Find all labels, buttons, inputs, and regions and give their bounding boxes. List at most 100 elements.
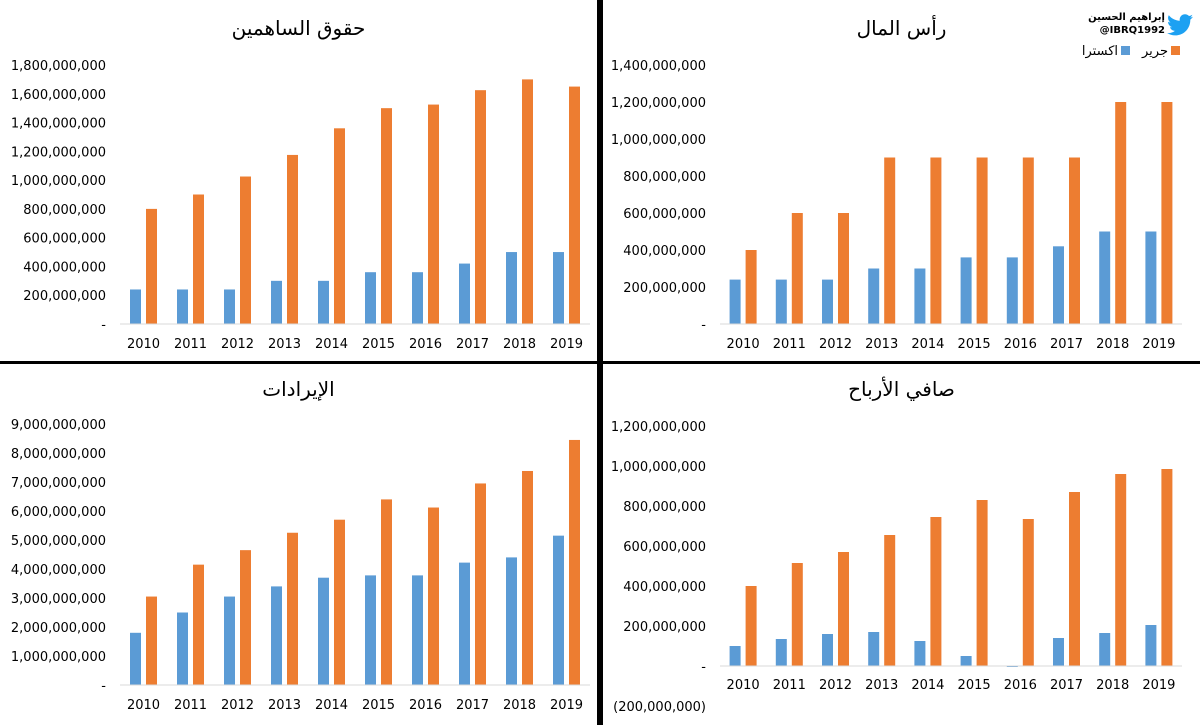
- bar-jarir: [240, 176, 251, 324]
- x-tick-label: 2015: [958, 337, 991, 352]
- y-tick-label: 8,000,000,000: [11, 447, 106, 462]
- y-tick-label: 2,000,000,000: [11, 621, 106, 636]
- bar-jarir: [193, 564, 204, 685]
- y-tick-label: 800,000,000: [23, 203, 106, 218]
- x-tick-label: 2019: [1142, 337, 1175, 352]
- bar-jarir: [976, 157, 988, 324]
- y-tick-label: 200,000,000: [623, 281, 706, 296]
- bar-extra: [506, 252, 517, 324]
- y-tick-label: 3,000,000,000: [11, 592, 106, 607]
- y-tick-label: 1,000,000,000: [11, 174, 106, 189]
- y-tick-label: 1,400,000,000: [11, 117, 106, 132]
- bar-extra: [868, 268, 880, 324]
- bar-extra: [960, 656, 972, 666]
- bar-extra: [729, 646, 741, 666]
- bar-extra: [553, 535, 564, 685]
- x-tick-label: 2013: [268, 698, 301, 713]
- chart-panel-equity: [0, 0, 597, 361]
- legend-swatch-extra: [1121, 46, 1130, 55]
- y-tick-label: 5,000,000,000: [11, 534, 106, 549]
- author-handle: @IBRQ1992: [1099, 25, 1165, 36]
- chart-title: حقوق الساهمين: [232, 16, 366, 40]
- x-tick-label: 2015: [362, 698, 395, 713]
- x-tick-label: 2016: [1004, 337, 1037, 352]
- y-tick-label: -: [701, 660, 706, 675]
- bar-jarir: [930, 517, 942, 666]
- bar-extra: [1053, 638, 1064, 666]
- bar-extra: [365, 272, 376, 324]
- bar-extra: [914, 641, 926, 666]
- x-tick-label: 2012: [819, 337, 852, 352]
- chart-title: صافي الأرباح: [848, 377, 955, 402]
- bar-extra: [412, 575, 423, 685]
- x-tick-label: 2016: [1004, 678, 1037, 693]
- bar-jarir: [791, 213, 803, 324]
- bar-extra: [130, 289, 141, 324]
- x-tick-label: 2010: [127, 337, 160, 352]
- bar-extra: [960, 257, 972, 324]
- legend-label-jarir: جرير: [1141, 44, 1168, 59]
- y-tick-label: 200,000,000: [623, 620, 706, 635]
- bar-extra: [775, 639, 787, 666]
- bar-jarir: [569, 86, 580, 324]
- y-tick-label: 7,000,000,000: [11, 476, 106, 491]
- x-tick-label: 2013: [268, 337, 301, 352]
- bar-jarir: [1069, 492, 1080, 666]
- x-tick-label: 2019: [550, 337, 583, 352]
- y-tick-label: 600,000,000: [23, 232, 106, 247]
- chart-revenue: الإيرادات - 1,000,000,000 2,000,000,000 3,00…: [0, 364, 597, 725]
- chart-capital: رأس المال - 200,000,000 400,000,000 600,000,…: [603, 0, 1200, 361]
- bar-extra: [1053, 246, 1064, 324]
- bar-jarir: [193, 194, 204, 324]
- bar-jarir: [381, 499, 392, 685]
- y-tick-label: 1,600,000,000: [11, 88, 106, 103]
- y-tick-label: -: [701, 318, 706, 333]
- x-tick-label: 2014: [911, 678, 944, 693]
- bar-jarir: [1022, 519, 1034, 666]
- x-tick-label: 2010: [727, 678, 760, 693]
- x-tick-label: 2016: [409, 337, 442, 352]
- x-tick-label: 2014: [315, 698, 348, 713]
- bar-jarir: [287, 154, 298, 324]
- bar-extra: [459, 562, 470, 685]
- bar-jarir: [1161, 102, 1173, 324]
- y-tick-label: 400,000,000: [23, 260, 106, 275]
- x-tick-label: 2018: [503, 337, 536, 352]
- y-tick-label: 1,000,000,000: [11, 650, 106, 665]
- y-tick-label: 400,000,000: [623, 244, 706, 259]
- bar-jarir: [838, 213, 849, 324]
- bar-jarir: [146, 208, 157, 324]
- bar-extra: [130, 632, 141, 685]
- bar-extra: [318, 280, 329, 324]
- bar-jarir: [287, 532, 298, 685]
- bar-jarir: [1069, 157, 1080, 324]
- x-tick-label: 2019: [550, 698, 583, 713]
- x-tick-label: 2016: [409, 698, 442, 713]
- bar-jarir: [838, 552, 849, 666]
- bar-jarir: [475, 90, 486, 324]
- x-tick-label: 2017: [1050, 678, 1083, 693]
- legend: جرير اكسترا: [1082, 44, 1180, 59]
- y-tick-label: 4,000,000,000: [11, 563, 106, 578]
- bar-jarir: [1115, 102, 1127, 324]
- bar-extra: [271, 586, 282, 685]
- bar-extra: [177, 612, 188, 685]
- bar-extra: [822, 279, 833, 324]
- x-tick-label: 2014: [315, 337, 348, 352]
- y-tick-label: -: [101, 679, 106, 694]
- bar-jarir: [1161, 469, 1173, 666]
- bar-extra: [271, 280, 282, 324]
- bar-jarir: [1022, 157, 1034, 324]
- bar-jarir: [428, 104, 439, 324]
- bar-jarir: [334, 519, 345, 685]
- x-tick-label: 2013: [865, 337, 898, 352]
- x-tick-label: 2015: [958, 678, 991, 693]
- chart-title: الإيرادات: [262, 377, 334, 401]
- x-tick-label: 2017: [1050, 337, 1083, 352]
- x-tick-label: 2018: [1096, 337, 1129, 352]
- bar-extra: [412, 272, 423, 324]
- bar-extra: [177, 289, 188, 324]
- bar-extra: [224, 289, 235, 324]
- x-tick-label: 2011: [773, 337, 806, 352]
